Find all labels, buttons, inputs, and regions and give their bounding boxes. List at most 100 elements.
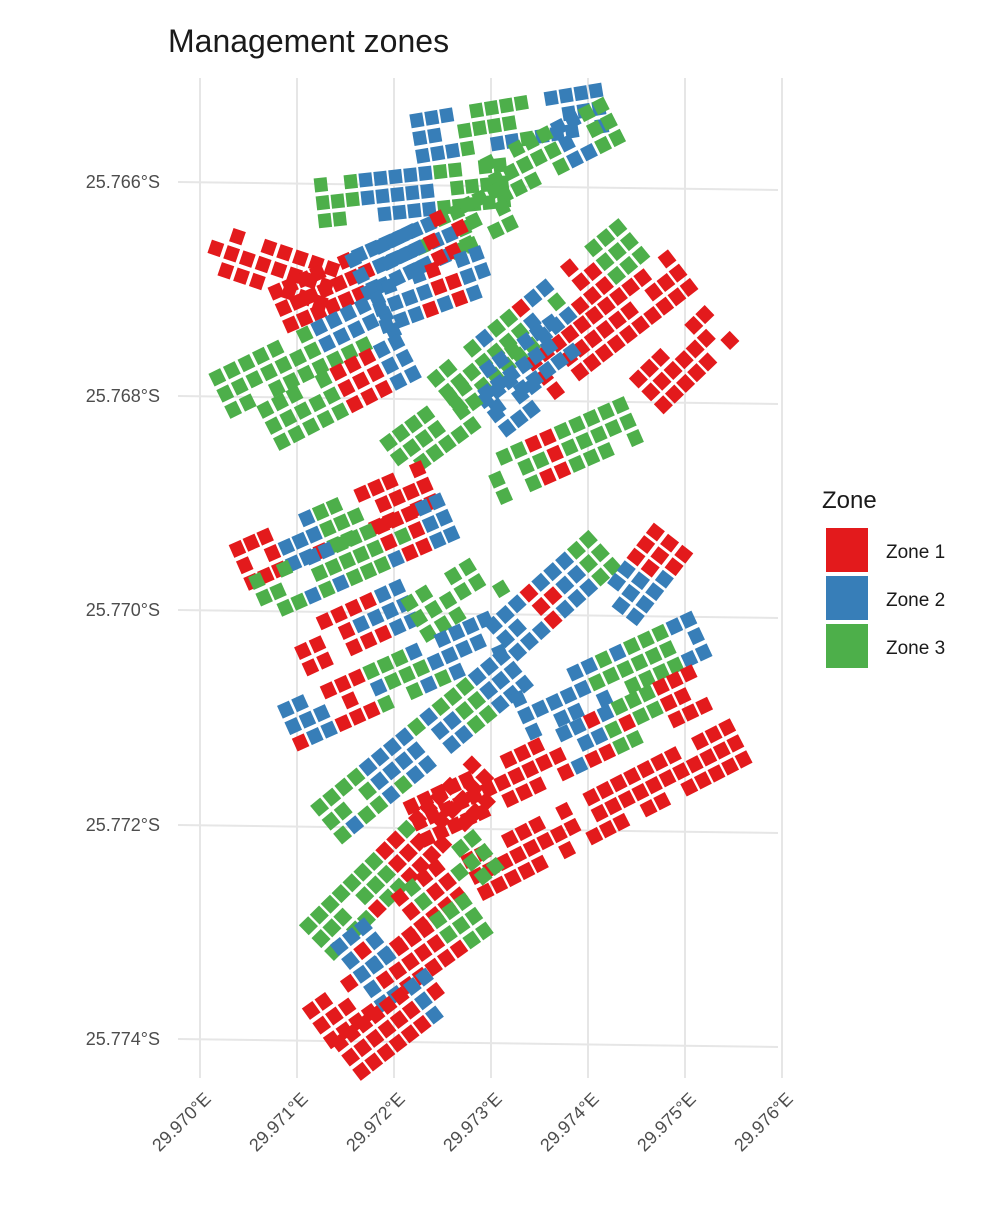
zone-cell xyxy=(695,696,714,716)
zone-cell xyxy=(359,631,378,650)
zone-cell xyxy=(302,286,321,305)
zone-cell xyxy=(400,223,419,242)
zone-cell xyxy=(555,724,573,743)
zone-cell xyxy=(509,441,528,460)
zone-cell xyxy=(370,747,390,767)
zone-cell xyxy=(270,392,289,412)
zone-cell xyxy=(515,674,534,694)
zone-cell xyxy=(467,690,487,710)
zone-cell xyxy=(341,950,361,971)
zone-cell xyxy=(365,1028,385,1048)
zone-cell xyxy=(379,432,398,452)
zone-cell xyxy=(416,919,435,939)
zone-cell xyxy=(341,1047,361,1067)
zone-cell xyxy=(584,238,604,258)
zone-cell xyxy=(333,801,353,821)
zone-cell xyxy=(402,977,422,997)
zone-cell xyxy=(636,760,655,779)
zone-cell xyxy=(596,296,616,316)
zone-cell xyxy=(297,509,316,528)
zone-cell xyxy=(712,741,731,760)
zone-cell xyxy=(617,790,636,809)
zone-cell xyxy=(657,249,677,269)
zone-cell xyxy=(362,661,380,681)
zone-cell xyxy=(333,907,353,927)
zone-cell xyxy=(476,882,495,902)
zone-cell xyxy=(522,838,541,858)
zone-cell xyxy=(616,659,635,679)
zone-cell xyxy=(387,549,405,568)
zone-cell xyxy=(674,350,694,370)
zone-cell xyxy=(391,423,411,443)
zone-cell xyxy=(524,434,543,453)
zone-cell xyxy=(622,637,641,656)
zone-cell xyxy=(607,265,627,285)
zone-cell xyxy=(543,610,563,630)
zone-cell xyxy=(330,605,348,624)
zone-cell xyxy=(228,539,247,558)
zone-cell xyxy=(490,694,510,714)
zone-cell xyxy=(224,400,243,419)
zone-cell xyxy=(338,551,357,570)
zone-cell xyxy=(448,662,466,681)
zone-cell xyxy=(493,773,512,792)
zone-cell xyxy=(270,261,288,279)
zone-cell xyxy=(295,309,314,328)
zone-cell xyxy=(375,188,390,204)
zone-cell xyxy=(405,765,425,785)
zone-cell xyxy=(495,604,515,625)
zone-cell xyxy=(602,666,620,685)
zone-cell xyxy=(401,1000,421,1020)
zone-cell xyxy=(320,894,340,914)
zone-cell xyxy=(297,364,315,384)
zone-cell xyxy=(488,470,506,489)
zone-cell xyxy=(356,909,376,929)
zone-cell xyxy=(507,594,527,614)
zone-cell xyxy=(567,702,585,721)
zone-cell xyxy=(523,288,543,308)
zone-cell xyxy=(403,364,422,384)
zone-cell xyxy=(374,379,393,399)
zone-cell xyxy=(679,610,698,629)
zone-cell xyxy=(555,801,574,821)
zone-cell xyxy=(366,875,386,895)
zone-cell xyxy=(317,541,335,560)
zone-cell xyxy=(558,840,577,860)
zone-cell xyxy=(428,209,447,228)
zone-cell xyxy=(401,288,419,307)
zone-cell xyxy=(331,535,349,554)
zone-cell xyxy=(358,781,377,801)
zone-cell xyxy=(637,630,655,649)
zone-cell xyxy=(230,377,249,396)
zone-cell xyxy=(345,529,363,548)
zone-cell xyxy=(448,606,467,625)
zone-cell xyxy=(655,296,675,316)
zone-cell xyxy=(426,933,446,953)
zone-cell xyxy=(585,826,604,846)
zone-cell xyxy=(334,714,353,733)
zone-cell xyxy=(352,1061,372,1081)
zone-cell xyxy=(562,342,582,362)
zone-cell xyxy=(282,315,300,334)
zone-cell xyxy=(373,555,392,574)
zone-cell xyxy=(315,195,331,211)
zone-cell xyxy=(415,967,434,987)
zone-cell xyxy=(453,250,471,269)
zone-cell xyxy=(492,646,511,666)
zone-cell xyxy=(521,132,540,151)
zone-cell xyxy=(548,333,568,353)
zone-cell xyxy=(409,112,425,129)
y-axis-labels: 25.766°S 25.768°S 25.770°S 25.772°S 25.7… xyxy=(86,172,160,1049)
zone-cell xyxy=(347,320,366,339)
zone-cell xyxy=(376,1043,396,1063)
zone-cell xyxy=(438,590,458,610)
zone-cell xyxy=(507,766,526,786)
zone-cell xyxy=(317,212,333,229)
zone-cell xyxy=(668,263,688,283)
zone-cell xyxy=(346,507,365,526)
zone-cell xyxy=(223,245,241,263)
zone-cell xyxy=(422,232,441,251)
zone-cell xyxy=(529,148,548,167)
zone-cell xyxy=(238,393,257,412)
zone-cell xyxy=(664,384,685,404)
